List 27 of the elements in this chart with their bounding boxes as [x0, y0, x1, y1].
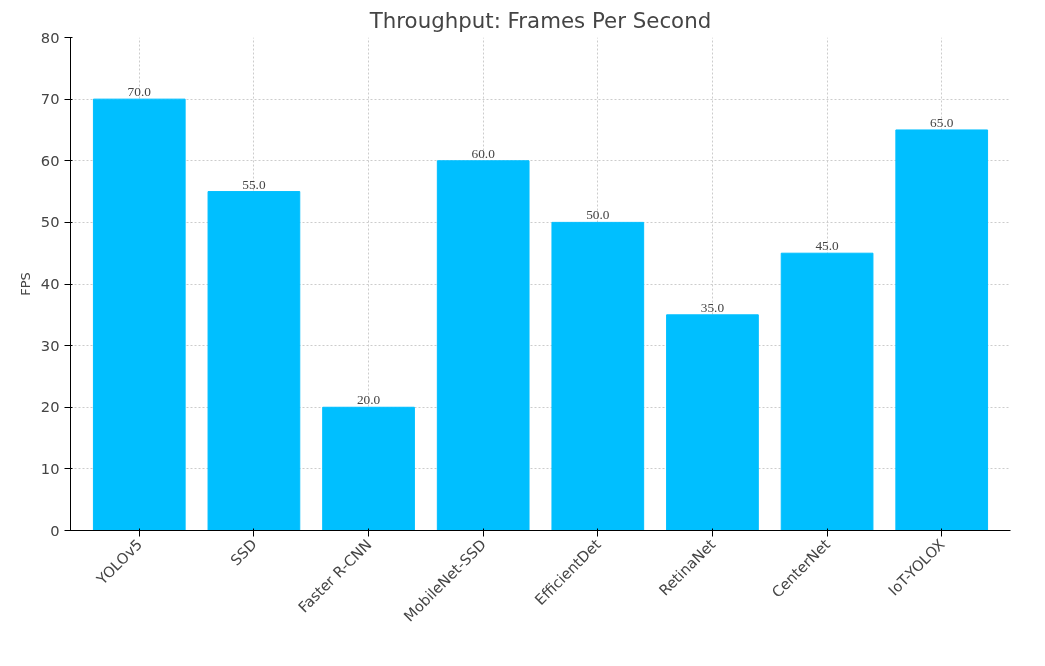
bar: [895, 129, 989, 531]
y-tick-label: 80: [40, 28, 60, 46]
data-label: 20.0: [356, 392, 381, 408]
y-tick-label: 10: [40, 459, 60, 477]
data-label: 70.0: [127, 84, 152, 100]
data-label: 45.0: [815, 238, 840, 254]
bar: [92, 98, 186, 531]
y-tick-label: 40: [40, 275, 60, 292]
y-tick-label: 20: [40, 398, 60, 416]
y-tick-label: 70: [40, 90, 60, 108]
data-label: 60.0: [471, 145, 496, 161]
data-label: 65.0: [930, 114, 954, 130]
y-tick-label: 60: [40, 151, 60, 169]
chart-title: Throughput: Frames Per Second: [368, 7, 712, 33]
data-label: 35.0: [700, 299, 725, 315]
bar: [207, 191, 301, 531]
y-tick-label: 0: [50, 521, 60, 539]
bar: [780, 252, 874, 531]
bar: [551, 221, 645, 531]
data-label: 50.0: [586, 207, 610, 223]
bar: [666, 314, 759, 531]
y-axis-title: FPS: [17, 272, 33, 296]
bar: [436, 160, 530, 531]
bar: [322, 406, 415, 531]
y-tick-label: 50: [40, 213, 60, 231]
data-label: 55.0: [242, 176, 266, 192]
y-tick-label: 30: [40, 336, 60, 354]
